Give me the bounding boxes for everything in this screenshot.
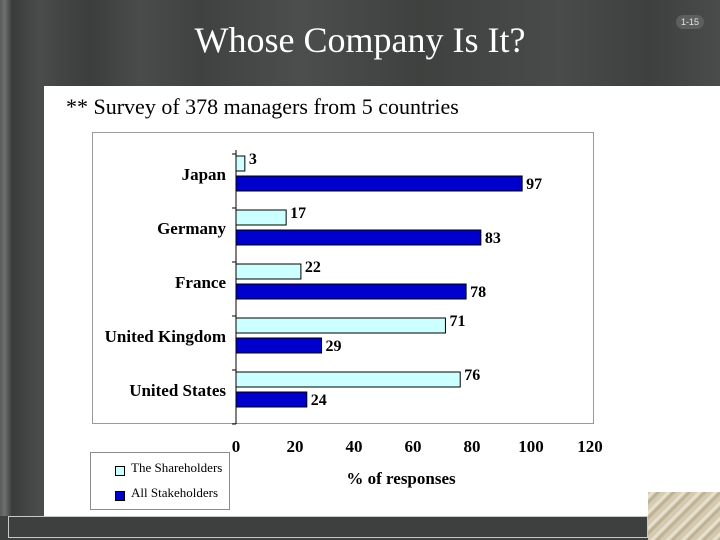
data-label: 71: [449, 313, 465, 330]
x-tick-label: 100: [518, 437, 544, 456]
bar-shareholders-japan: [235, 155, 246, 172]
x-tick-label: 40: [346, 437, 363, 456]
bar-shareholders-united-states: [235, 371, 461, 388]
content-area: ** Survey of 378 managers from 5 countri…: [44, 86, 720, 516]
category-label: Japan: [182, 165, 227, 184]
corner-texture: [648, 492, 720, 540]
bar-shareholders-france: [235, 263, 302, 280]
legend-swatch-stakeholders: [115, 491, 125, 501]
slide-title: Whose Company Is It?: [194, 20, 526, 60]
bar-stakeholders-france: [235, 283, 467, 300]
category-label: Germany: [157, 219, 226, 238]
x-axis-label: % of responses: [346, 469, 456, 488]
data-label: 78: [470, 284, 486, 301]
x-tick-label: 120: [577, 437, 603, 456]
legend-swatch-shareholders: [115, 466, 125, 476]
legend-label-shareholders: The Shareholders: [131, 460, 223, 475]
x-tick-label: 80: [464, 437, 481, 456]
data-label: 29: [326, 338, 342, 355]
subtitle: ** Survey of 378 managers from 5 countri…: [66, 94, 459, 119]
bottom-frame-line: [8, 516, 648, 538]
bar-stakeholders-japan: [235, 175, 523, 192]
x-tick-label: 0: [232, 437, 241, 456]
category-label: France: [175, 273, 226, 292]
category-label: United States: [129, 381, 226, 400]
bottom-strip: [0, 516, 720, 540]
bar-stakeholders-united-kingdom: [235, 337, 323, 354]
legend: The Shareholders All Stakeholders: [90, 452, 230, 510]
slide-number: 1-15: [676, 15, 704, 29]
data-label: 22: [305, 259, 321, 276]
bar-stakeholders-united-states: [235, 391, 308, 408]
bar-shareholders-united-kingdom: [235, 317, 446, 334]
bar-stakeholders-germany: [235, 229, 482, 246]
data-label: 24: [311, 392, 327, 409]
bar-chart: 3 97 Japan 17 83 Germany 22 78 France 71 29 United …: [105, 150, 603, 488]
legend-label-stakeholders: All Stakeholders: [131, 485, 219, 500]
category-label: United Kingdom: [105, 327, 226, 346]
x-tick-label: 60: [405, 437, 422, 456]
data-label: 83: [485, 230, 501, 247]
left-edge-bar: [0, 0, 12, 540]
data-label: 76: [464, 367, 480, 384]
x-tick-label: 20: [287, 437, 304, 456]
bar-shareholders-germany: [235, 209, 287, 226]
data-label: 3: [249, 151, 257, 168]
data-label: 17: [290, 205, 306, 222]
data-label: 97: [526, 176, 542, 193]
